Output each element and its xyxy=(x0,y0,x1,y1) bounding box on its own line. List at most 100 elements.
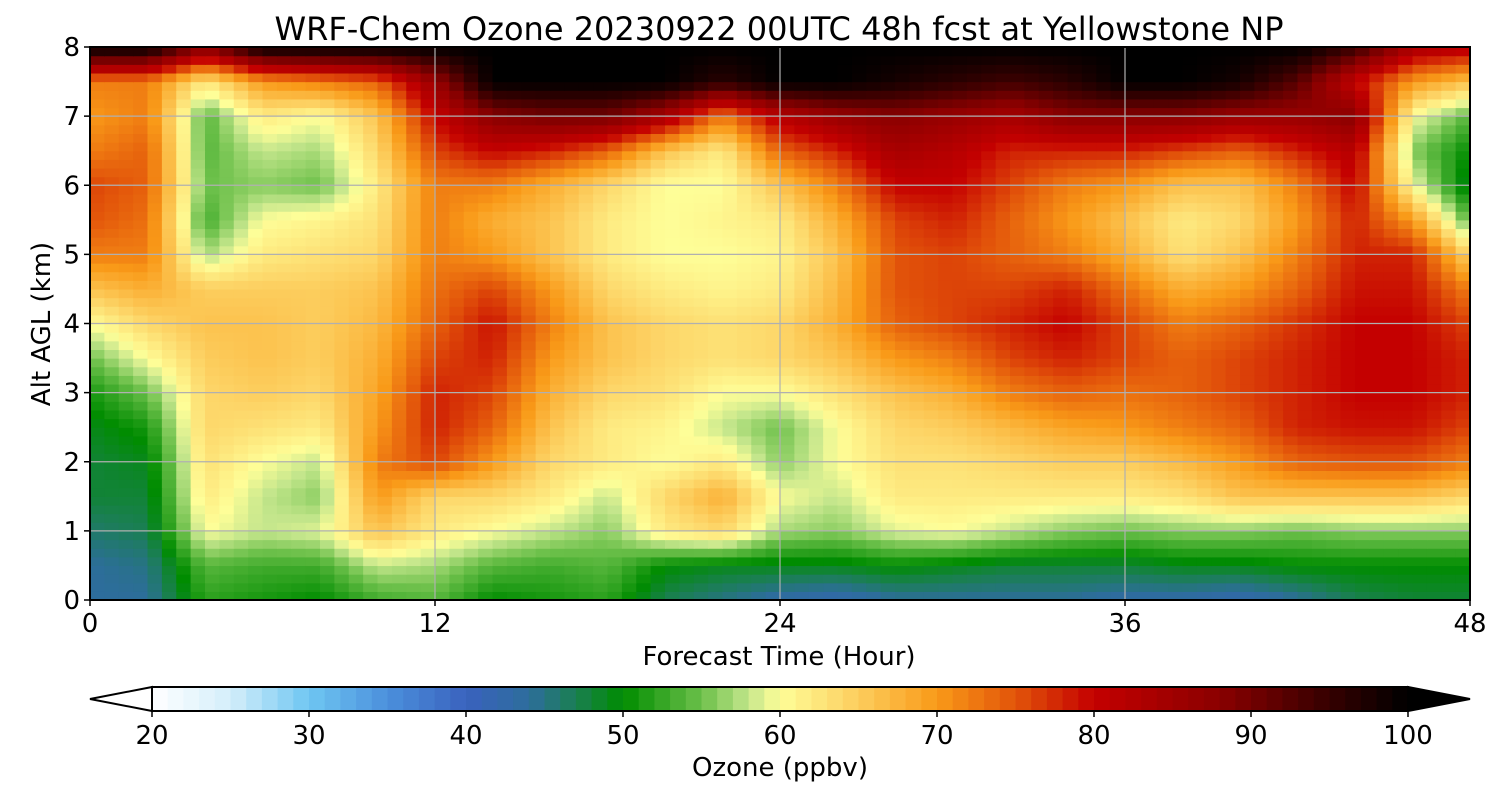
heatmap-cell xyxy=(1297,496,1313,506)
heatmap-cell xyxy=(1081,159,1097,169)
heatmap-cell xyxy=(693,409,709,420)
heatmap-cell xyxy=(1340,392,1356,402)
heatmap-cell xyxy=(190,314,206,325)
heatmap-cell xyxy=(708,193,724,204)
heatmap-cell xyxy=(1067,479,1083,489)
heatmap-cell xyxy=(1240,548,1255,558)
heatmap-cell xyxy=(205,591,220,600)
heatmap-cell xyxy=(1340,306,1356,316)
heatmap-cell xyxy=(923,513,939,523)
heatmap-cell xyxy=(1412,202,1428,212)
heatmap-cell xyxy=(291,332,307,342)
heatmap-cell xyxy=(90,219,105,230)
heatmap-cell xyxy=(1398,453,1414,463)
heatmap-cell xyxy=(1211,513,1227,523)
heatmap-cell xyxy=(1225,332,1241,342)
heatmap-cell xyxy=(1297,332,1313,342)
heatmap-cell xyxy=(909,383,925,394)
heatmap-cell xyxy=(1441,409,1457,420)
heatmap-cell xyxy=(161,366,177,376)
heatmap-cell xyxy=(1067,349,1083,359)
heatmap-cell xyxy=(1010,219,1025,230)
heatmap-cell xyxy=(1110,288,1126,299)
heatmap-cell xyxy=(104,461,120,471)
heatmap-cell xyxy=(492,150,508,160)
heatmap-cell xyxy=(722,530,738,541)
heatmap-cell xyxy=(780,383,795,394)
heatmap-cell xyxy=(1383,271,1399,281)
heatmap-cell xyxy=(693,263,709,273)
heatmap-cell xyxy=(1383,435,1399,446)
heatmap-cell xyxy=(262,219,278,230)
heatmap-cell xyxy=(665,565,680,575)
heatmap-cell xyxy=(880,340,896,351)
heatmap-cell xyxy=(1010,487,1025,497)
heatmap-cell xyxy=(363,530,379,541)
heatmap-cell xyxy=(205,159,220,169)
heatmap-cell xyxy=(952,245,968,255)
heatmap-cell xyxy=(693,401,709,411)
heatmap-cell xyxy=(478,513,494,523)
heatmap-cell xyxy=(952,176,968,186)
heatmap-cell xyxy=(348,548,364,558)
heatmap-cell xyxy=(1283,340,1299,351)
heatmap-cell xyxy=(952,263,968,273)
heatmap-cell xyxy=(1196,323,1212,333)
heatmap-cell xyxy=(334,496,350,506)
heatmap-cell xyxy=(276,453,292,463)
heatmap-cell xyxy=(161,159,177,169)
heatmap-cell xyxy=(233,556,249,567)
heatmap-cell xyxy=(837,539,853,549)
heatmap-cell xyxy=(722,470,738,480)
heatmap-cell xyxy=(262,522,278,532)
heatmap-cell xyxy=(233,245,249,255)
heatmap-cell xyxy=(722,176,738,186)
heatmap-cell xyxy=(1053,366,1069,376)
heatmap-cell xyxy=(305,418,321,428)
heatmap-cell xyxy=(866,513,882,523)
heatmap-cell xyxy=(1426,591,1442,600)
heatmap-cell xyxy=(765,453,781,463)
heatmap-cell xyxy=(736,435,752,446)
heatmap-cell xyxy=(406,513,422,523)
heatmap-cell xyxy=(880,487,896,497)
heatmap-cell xyxy=(665,556,680,567)
heatmap-cell xyxy=(751,245,767,255)
heatmap-cell xyxy=(363,150,379,160)
heatmap-cell xyxy=(406,383,422,394)
heatmap-cell xyxy=(966,288,982,299)
heatmap-cell xyxy=(880,461,896,471)
heatmap-cell xyxy=(406,565,422,575)
heatmap-cell xyxy=(463,150,479,160)
heatmap-cell xyxy=(607,314,623,325)
heatmap-cell xyxy=(1355,470,1370,480)
heatmap-cell xyxy=(995,444,1011,454)
heatmap-cell xyxy=(463,358,479,368)
heatmap-cell xyxy=(233,297,249,307)
heatmap-cell xyxy=(506,349,522,359)
heatmap-cell xyxy=(219,453,235,463)
heatmap-cell xyxy=(435,574,450,584)
heatmap-cell xyxy=(578,228,594,238)
heatmap-cell xyxy=(1254,150,1270,160)
heatmap-cell xyxy=(550,530,565,541)
heatmap-cell xyxy=(305,349,321,359)
heatmap-cell xyxy=(851,548,867,558)
heatmap-cell xyxy=(1369,453,1385,463)
heatmap-cell xyxy=(780,401,795,411)
heatmap-cell xyxy=(1311,496,1327,506)
heatmap-cell xyxy=(248,237,264,247)
heatmap-cell xyxy=(1254,176,1270,186)
heatmap-cell xyxy=(966,358,982,368)
heatmap-cell xyxy=(564,435,580,446)
heatmap-cell xyxy=(1297,556,1313,567)
heatmap-cell xyxy=(952,565,968,575)
heatmap-cell xyxy=(535,392,551,402)
heatmap-cell xyxy=(895,409,910,420)
heatmap-cell xyxy=(1139,349,1155,359)
heatmap-cell xyxy=(880,556,896,567)
heatmap-cell xyxy=(406,418,422,428)
heatmap-cell xyxy=(1168,496,1184,506)
heatmap-cell xyxy=(420,504,436,515)
heatmap-cell xyxy=(808,167,824,178)
